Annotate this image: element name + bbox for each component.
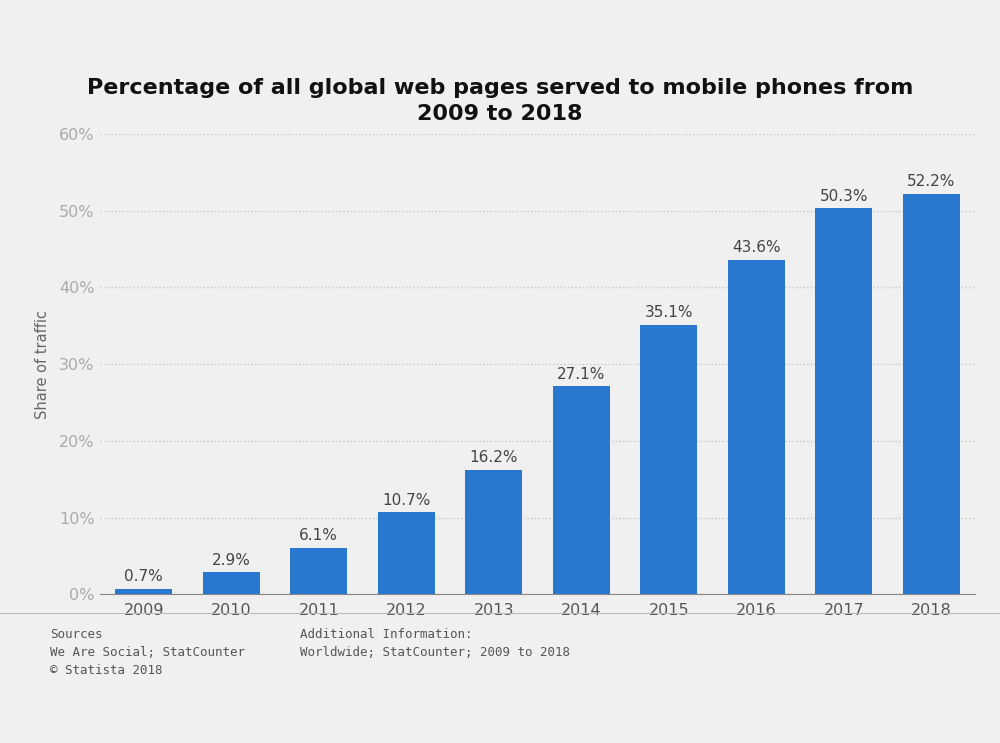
- Text: 35.1%: 35.1%: [644, 305, 693, 320]
- Text: 43.6%: 43.6%: [732, 240, 781, 255]
- Text: 0.7%: 0.7%: [124, 569, 163, 585]
- Bar: [203, 572, 260, 594]
- Text: 27.1%: 27.1%: [557, 367, 605, 382]
- Text: 16.2%: 16.2%: [470, 450, 518, 465]
- Y-axis label: Share of traffic: Share of traffic: [35, 310, 50, 418]
- Bar: [290, 548, 347, 594]
- Text: Percentage of all global web pages served to mobile phones from
2009 to 2018: Percentage of all global web pages serve…: [87, 78, 913, 124]
- Text: Additional Information:
Worldwide; StatCounter; 2009 to 2018: Additional Information: Worldwide; StatC…: [300, 628, 570, 659]
- Text: 2.9%: 2.9%: [212, 553, 251, 568]
- Bar: [115, 589, 172, 594]
- Text: 50.3%: 50.3%: [820, 189, 868, 204]
- Bar: [553, 386, 610, 594]
- Text: 6.1%: 6.1%: [299, 528, 338, 543]
- Bar: [728, 259, 785, 594]
- Bar: [378, 512, 435, 594]
- Text: Sources
We Are Social; StatCounter
© Statista 2018: Sources We Are Social; StatCounter © Sta…: [50, 628, 245, 677]
- Text: 10.7%: 10.7%: [382, 493, 430, 507]
- Bar: [640, 325, 697, 594]
- Text: 52.2%: 52.2%: [907, 174, 955, 189]
- Bar: [815, 208, 872, 594]
- Bar: [903, 194, 960, 594]
- Bar: [465, 470, 522, 594]
